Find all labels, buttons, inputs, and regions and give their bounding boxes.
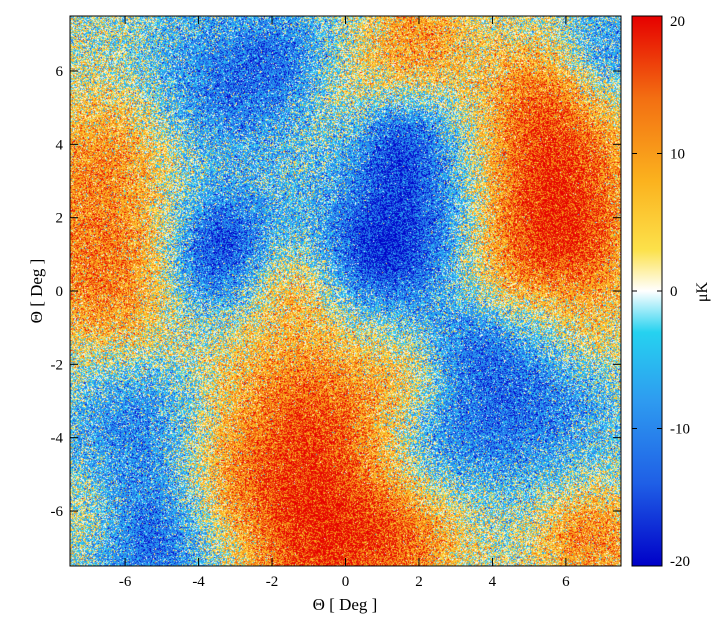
x-tick-label: 0 [342, 574, 350, 590]
x-tick-label: -6 [119, 574, 132, 590]
y-tick-label: -2 [51, 357, 64, 373]
x-tick-label: 2 [415, 574, 423, 590]
x-tick-label: -4 [192, 574, 205, 590]
colorbar-tick-label: 20 [670, 14, 685, 30]
y-tick-label: 6 [56, 64, 64, 80]
x-axis-ticks: -6 -4 -2 0 2 4 6 [119, 16, 570, 590]
y-tick-label: -4 [51, 431, 64, 447]
colorbar-ticks: 20 10 0 -10 -20 [632, 14, 690, 570]
colorbar-tick-label: -20 [670, 554, 690, 570]
heatmap-area [69, 15, 622, 567]
y-axis-ticks: -6 -4 -2 0 2 4 6 [51, 64, 621, 520]
x-axis-label: Θ [ Deg ] [313, 595, 378, 614]
x-tick-label: -2 [266, 574, 279, 590]
colorbar: 20 10 0 -10 -20 μK [631, 14, 711, 570]
colorbar-tick-label: 0 [670, 284, 678, 300]
y-tick-label: 0 [56, 284, 64, 300]
y-tick-label: -6 [51, 504, 64, 520]
y-tick-label: 4 [56, 137, 64, 153]
y-axis-label: Θ [ Deg ] [27, 259, 46, 324]
y-tick-label: 2 [56, 211, 64, 227]
colorbar-tick-label: 10 [670, 147, 685, 163]
x-tick-label: 4 [489, 574, 497, 590]
colorbar-label: μK [694, 281, 711, 302]
colorbar-tick-label: -10 [670, 422, 690, 438]
heatmap-canvas [70, 16, 621, 566]
x-tick-label: 6 [562, 574, 570, 590]
